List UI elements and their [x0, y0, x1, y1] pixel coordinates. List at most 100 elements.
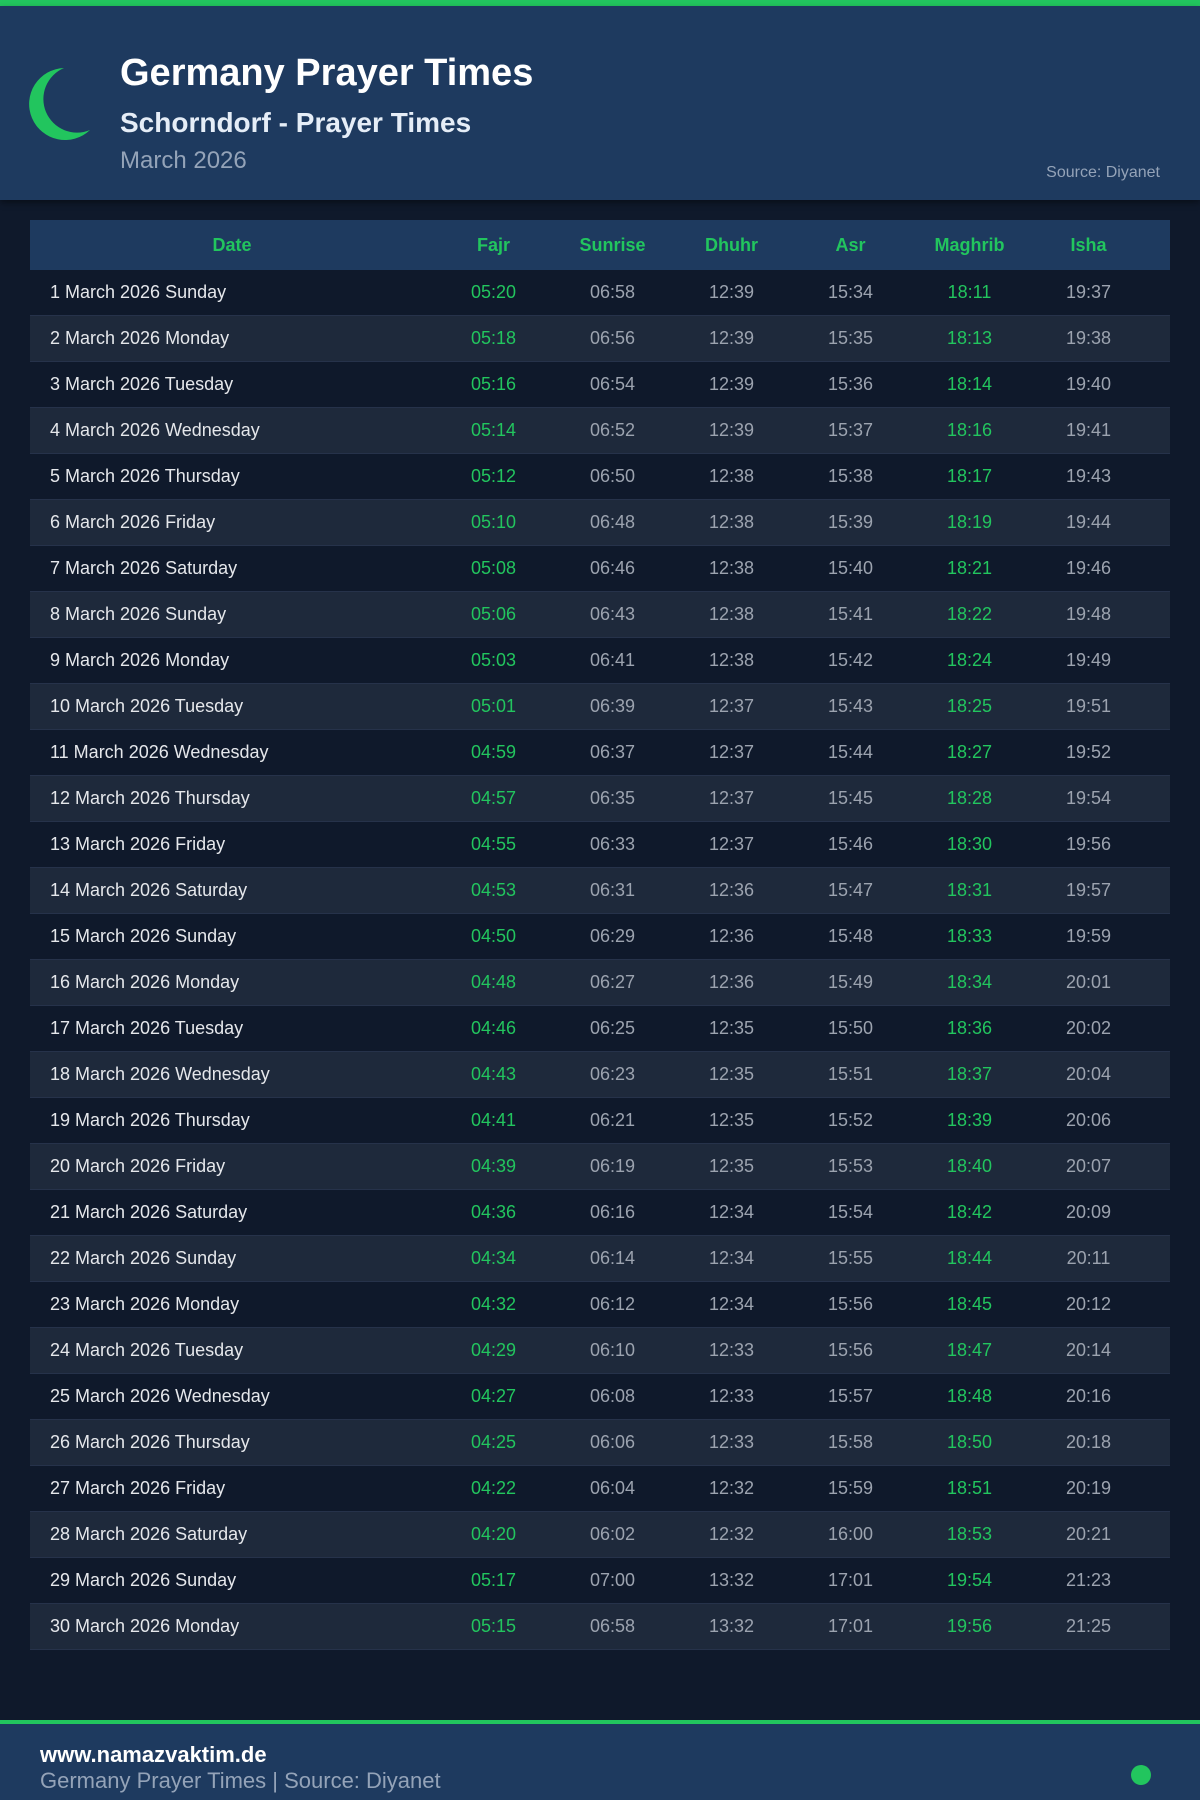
table-row: 12 March 2026 Thursday 04:57 06:35 12:37 15:… [30, 776, 1170, 822]
isha-cell: 19:37 [1065, 282, 1112, 302]
asr-cell: 15:53 [827, 1156, 874, 1176]
asr-cell: 15:59 [827, 1478, 874, 1498]
asr-cell: 15:34 [827, 282, 874, 302]
date-cell: 15 March 2026 Sunday [50, 926, 237, 946]
column-header-sunrise: Sunrise [579, 234, 646, 255]
sunrise-cell: 06:02 [589, 1524, 636, 1544]
asr-cell: 15:36 [827, 374, 874, 394]
dhuhr-cell: 12:37 [708, 834, 755, 854]
footer: www.namazvaktim.de Germany Prayer Times … [0, 1720, 1200, 1800]
maghrib-cell: 18:39 [946, 1110, 993, 1130]
sunrise-cell: 06:56 [589, 328, 636, 348]
isha-cell: 20:18 [1065, 1432, 1112, 1452]
asr-cell: 15:43 [827, 696, 874, 716]
date-cell: 17 March 2026 Tuesday [50, 1018, 244, 1038]
isha-cell: 19:52 [1065, 742, 1112, 762]
maghrib-cell: 18:17 [946, 466, 993, 486]
fajr-cell: 04:22 [470, 1478, 517, 1498]
maghrib-cell: 18:30 [946, 834, 993, 854]
fajr-cell: 04:57 [470, 788, 517, 808]
dhuhr-cell: 12:35 [708, 1156, 755, 1176]
page-title: Germany Prayer Times [120, 52, 534, 94]
asr-cell: 15:45 [827, 788, 874, 808]
table-row: 23 March 2026 Monday 04:32 06:12 12:34 15:56… [30, 1282, 1170, 1328]
isha-cell: 19:38 [1065, 328, 1112, 348]
fajr-cell: 04:48 [470, 972, 517, 992]
fajr-cell: 05:18 [470, 328, 517, 348]
asr-cell: 15:42 [827, 650, 874, 670]
table-row: 7 March 2026 Saturday 05:08 06:46 12:38 15:4… [30, 546, 1170, 592]
dhuhr-cell: 12:34 [708, 1294, 755, 1314]
fajr-cell: 04:20 [470, 1524, 517, 1544]
sunrise-cell: 06:35 [589, 788, 636, 808]
isha-cell: 19:43 [1065, 466, 1112, 486]
table-row: 19 March 2026 Thursday 04:41 06:21 12:35 15:… [30, 1098, 1170, 1144]
dhuhr-cell: 12:37 [708, 788, 755, 808]
table-row: 30 March 2026 Monday 05:15 06:58 13:32 17:01… [30, 1604, 1170, 1650]
sunrise-cell: 06:04 [589, 1478, 636, 1498]
asr-cell: 15:37 [827, 420, 874, 440]
isha-cell: 20:06 [1065, 1110, 1112, 1130]
isha-cell: 19:54 [1065, 788, 1112, 808]
maghrib-cell: 18:13 [946, 328, 993, 348]
table-row: 10 March 2026 Tuesday 05:01 06:39 12:37 15:4… [30, 684, 1170, 730]
footer-site-link[interactable]: www.namazvaktim.de [40, 1742, 267, 1767]
crescent-moon-icon [29, 68, 90, 140]
dhuhr-cell: 12:33 [708, 1386, 755, 1406]
fajr-cell: 04:25 [470, 1432, 517, 1452]
maghrib-cell: 18:21 [946, 558, 993, 578]
fajr-cell: 04:41 [470, 1110, 517, 1130]
date-cell: 10 March 2026 Tuesday [50, 696, 244, 716]
sunrise-cell: 06:14 [589, 1248, 636, 1268]
sunrise-cell: 06:21 [589, 1110, 636, 1130]
maghrib-cell: 18:28 [946, 788, 993, 808]
dhuhr-cell: 12:38 [708, 650, 755, 670]
isha-cell: 20:16 [1065, 1386, 1112, 1406]
date-cell: 23 March 2026 Monday [50, 1294, 240, 1314]
isha-cell: 20:19 [1065, 1478, 1112, 1498]
isha-cell: 20:11 [1066, 1248, 1111, 1268]
date-cell: 25 March 2026 Wednesday [50, 1386, 270, 1406]
sunrise-cell: 06:39 [589, 696, 636, 716]
date-cell: 16 March 2026 Monday [50, 972, 240, 992]
table-row: 21 March 2026 Saturday 04:36 06:16 12:34 15:… [30, 1190, 1170, 1236]
source-label: Source: Diyanet [1046, 164, 1160, 181]
column-header-date: Date [212, 234, 252, 255]
asr-cell: 15:51 [827, 1064, 874, 1084]
dhuhr-cell: 13:32 [708, 1570, 755, 1590]
date-cell: 29 March 2026 Sunday [50, 1570, 237, 1590]
dhuhr-cell: 12:38 [708, 512, 755, 532]
dhuhr-cell: 12:36 [708, 972, 755, 992]
table-row: 1 March 2026 Sunday 05:20 06:58 12:39 15:34 1… [30, 270, 1170, 316]
sunrise-cell: 06:12 [589, 1294, 636, 1314]
fajr-cell: 04:36 [470, 1202, 517, 1222]
maghrib-cell: 18:50 [946, 1432, 993, 1452]
column-header-asr: Asr [835, 234, 866, 255]
dhuhr-cell: 12:36 [708, 880, 755, 900]
fajr-cell: 04:29 [470, 1340, 517, 1360]
table-row: 22 March 2026 Sunday 04:34 06:14 12:34 15:55… [30, 1236, 1170, 1282]
asr-cell: 15:46 [827, 834, 874, 854]
status-dot-icon [1131, 1765, 1151, 1785]
dhuhr-cell: 12:34 [708, 1248, 755, 1268]
sunrise-cell: 06:41 [589, 650, 636, 670]
dhuhr-cell: 12:38 [708, 604, 755, 624]
date-cell: 12 March 2026 Thursday [50, 788, 250, 808]
date-cell: 20 March 2026 Friday [50, 1156, 226, 1176]
date-cell: 7 March 2026 Saturday [50, 558, 238, 578]
isha-cell: 19:51 [1065, 696, 1112, 716]
column-header-maghrib: Maghrib [934, 234, 1005, 255]
maghrib-cell: 18:22 [946, 604, 993, 624]
maghrib-cell: 18:34 [946, 972, 993, 992]
maghrib-cell: 18:14 [946, 374, 993, 394]
fajr-cell: 05:03 [470, 650, 517, 670]
sunrise-cell: 06:16 [589, 1202, 636, 1222]
table-row: 5 March 2026 Thursday 05:12 06:50 12:38 15:3… [30, 454, 1170, 500]
column-header-isha: Isha [1070, 234, 1107, 255]
sunrise-cell: 06:25 [589, 1018, 636, 1038]
maghrib-cell: 18:33 [946, 926, 993, 946]
month-label: March 2026 [120, 147, 247, 174]
sunrise-cell: 06:54 [589, 374, 636, 394]
isha-cell: 21:25 [1065, 1616, 1112, 1636]
footer-tagline: Germany Prayer Times | Source: Diyanet [40, 1768, 441, 1793]
